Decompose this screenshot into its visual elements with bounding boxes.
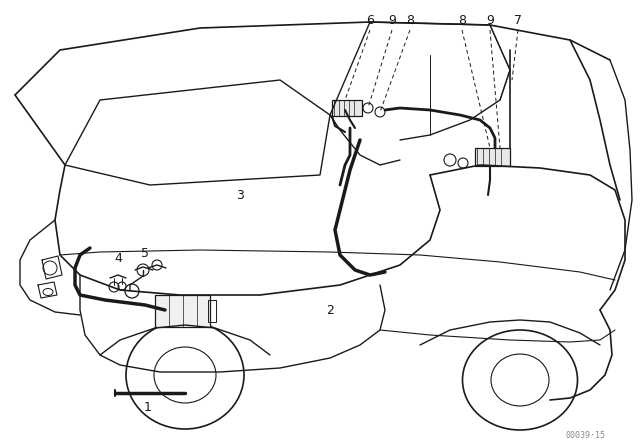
Text: 7: 7 <box>514 13 522 26</box>
Text: 4: 4 <box>114 251 122 264</box>
Text: 2: 2 <box>326 303 334 316</box>
Text: 1: 1 <box>144 401 152 414</box>
Bar <box>332 100 362 116</box>
Bar <box>208 300 216 322</box>
Text: 00039·15: 00039·15 <box>565 431 605 439</box>
Text: 3: 3 <box>236 189 244 202</box>
Text: 9: 9 <box>388 13 396 26</box>
Text: 5: 5 <box>141 246 149 259</box>
Text: 8: 8 <box>406 13 414 26</box>
Text: 8: 8 <box>458 13 466 26</box>
Bar <box>155 295 210 327</box>
Text: 6: 6 <box>366 13 374 26</box>
Bar <box>475 148 510 166</box>
Text: 9: 9 <box>486 13 494 26</box>
